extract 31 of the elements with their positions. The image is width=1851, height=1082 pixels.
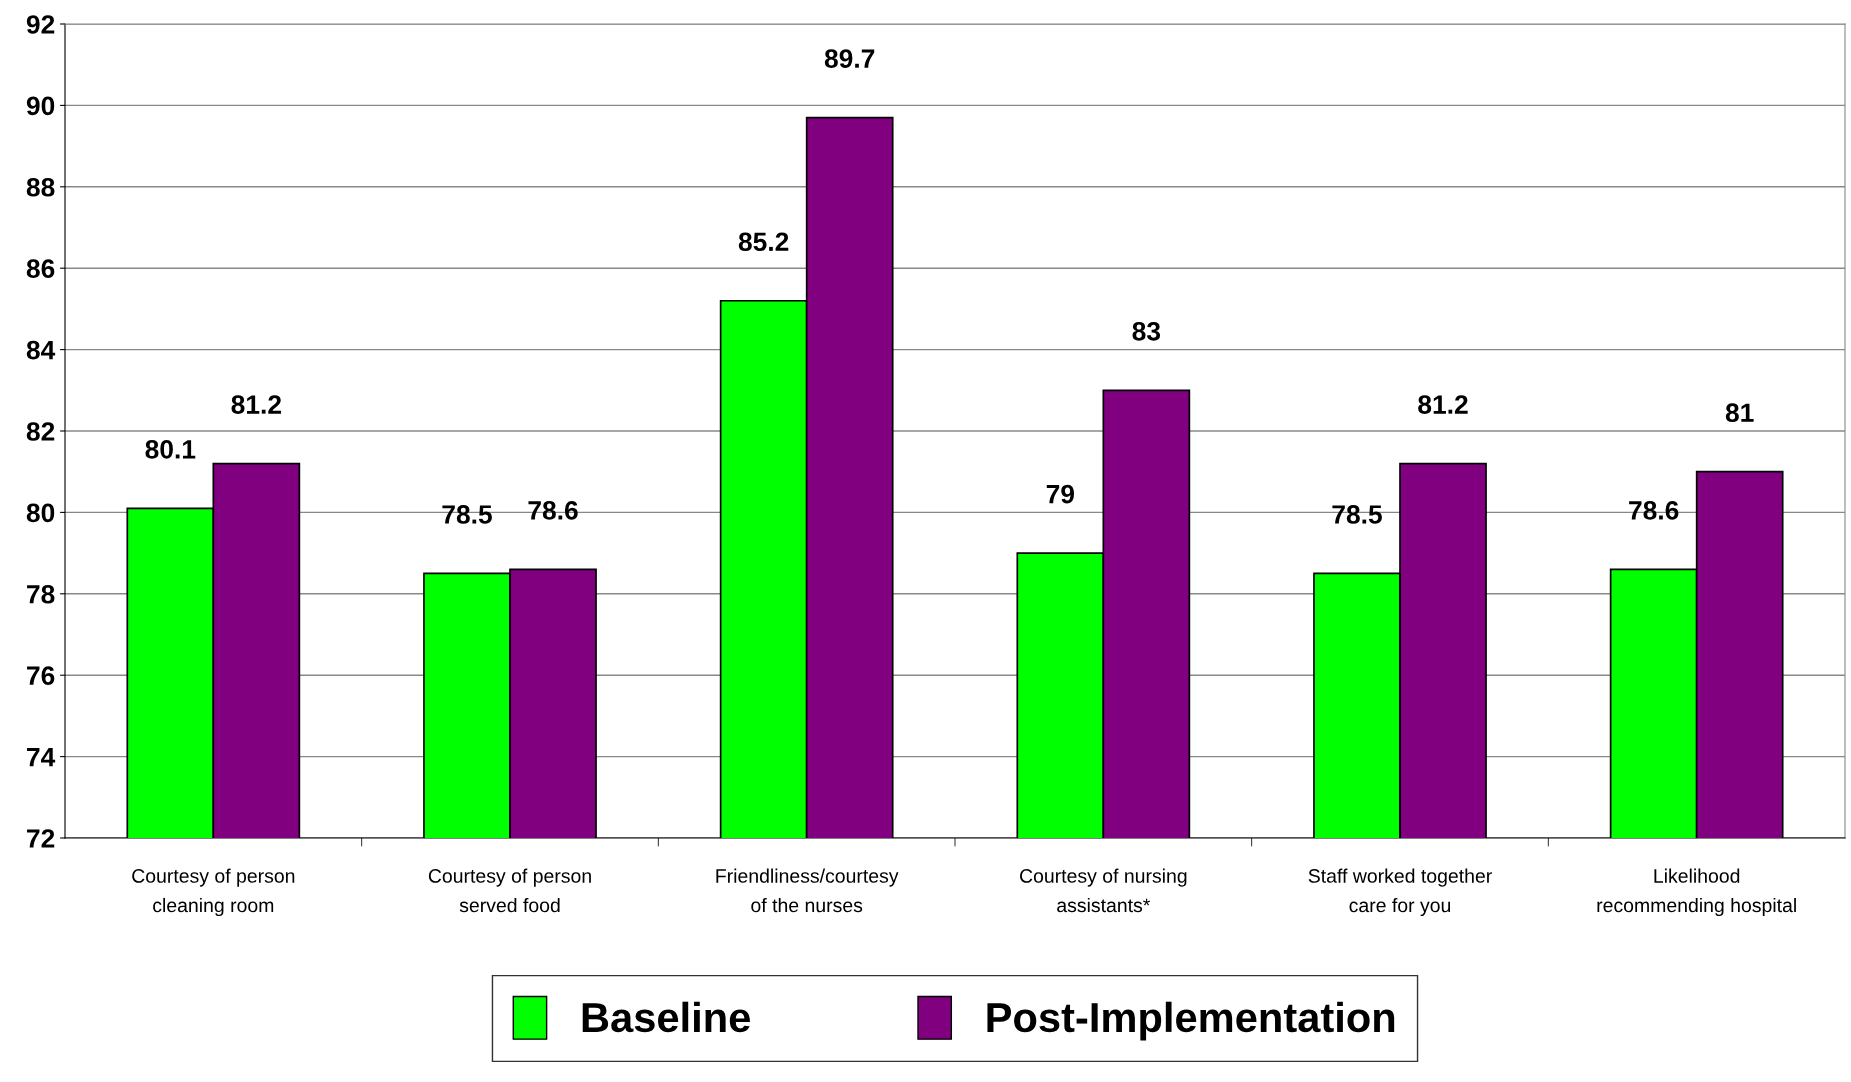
data-label: 83 (1132, 321, 1161, 341)
x-tick-label: Staff worked together care for you (1308, 868, 1492, 917)
data-label: 81 (1725, 403, 1754, 423)
y-tick-label: 76 (27, 666, 55, 686)
data-label: 81.2 (231, 395, 281, 414)
y-tick-label: 88 (26, 177, 55, 197)
y-tick-label: 84 (26, 340, 56, 360)
x-tick-label: Friendliness/courtesy of the nurses (716, 868, 899, 913)
y-tick-label: 92 (26, 15, 55, 34)
y-tick-label: 86 (26, 259, 55, 279)
y-tick-label: 78 (27, 584, 55, 604)
y-tick-label: 80 (26, 503, 55, 523)
data-label: 81.2 (1418, 395, 1468, 414)
data-label: 78.5 (442, 505, 492, 524)
data-label: 89.7 (824, 49, 875, 68)
data-label: 78.5 (1332, 505, 1382, 524)
x-tick-label: Courtesy of nursing assistants* (1020, 868, 1187, 913)
data-label: 78.6 (1629, 501, 1679, 520)
y-tick-label: 72 (27, 829, 55, 848)
legend-label: Post-Implementation (987, 1001, 1395, 1041)
data-label: 78.6 (528, 501, 578, 520)
data-label: 80.1 (145, 439, 196, 459)
x-tick-label: Courtesy of person cleaning room (132, 868, 295, 917)
data-label: 79 (1046, 484, 1075, 504)
y-tick-label: 82 (26, 422, 55, 441)
data-label: 85.2 (738, 232, 789, 252)
legend-label: Baseline (582, 1001, 750, 1033)
y-tick-label: 90 (26, 96, 55, 116)
x-tick-label: Likelihood recommending hospital (1597, 868, 1796, 917)
y-tick-label: 74 (27, 748, 56, 767)
x-tick-label: Courtesy of person served food (428, 868, 591, 913)
